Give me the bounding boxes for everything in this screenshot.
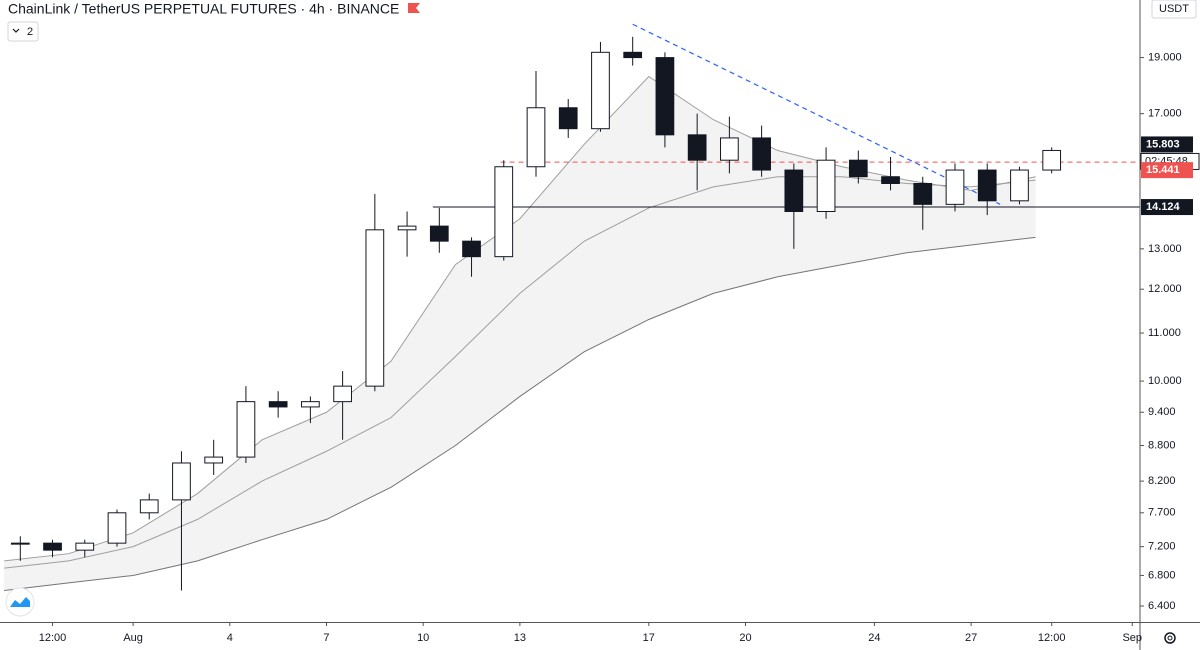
gear-center [1167, 635, 1173, 641]
y-tick-label: 7.200 [1148, 541, 1176, 553]
moving-average [4, 176, 1036, 569]
candle-body [816, 159, 836, 212]
candle-body [945, 169, 965, 205]
candle-body [43, 542, 62, 551]
y-tick-label: 8.200 [1148, 475, 1176, 487]
candle-body [1010, 169, 1029, 202]
candle-body [333, 385, 352, 403]
level-box [1141, 162, 1193, 179]
y-tick-label: 11.000 [1148, 327, 1181, 339]
x-tick-label: 10 [417, 632, 429, 644]
indicators-box[interactable] [7, 21, 39, 42]
plot-area [4, 23, 1140, 591]
level-label: 14.124 [1146, 201, 1181, 213]
currency-box[interactable] [1151, 0, 1197, 19]
candle-body [107, 512, 127, 544]
candle-body [1042, 149, 1062, 171]
y-tick-label: 17.000 [1148, 108, 1182, 120]
currency-button[interactable]: USDT [1151, 0, 1197, 19]
x-tick-label: 27 [965, 632, 977, 644]
candle-body [913, 182, 933, 205]
candle-body [494, 166, 514, 258]
flag-icon[interactable] [408, 3, 420, 13]
currency-label: USDT [1159, 3, 1189, 15]
candle-body [784, 169, 804, 212]
candle-body [301, 401, 320, 408]
candle-body [655, 57, 675, 136]
candle-body [204, 456, 224, 464]
candle-body [558, 107, 578, 130]
candle-body [881, 176, 900, 184]
candle-body [462, 240, 481, 258]
candle-body [268, 401, 288, 408]
tradingview-logo[interactable] [5, 587, 35, 617]
logo-circle[interactable] [5, 587, 35, 617]
last-price-box [1141, 136, 1193, 153]
x-tick-label: Aug [123, 632, 143, 644]
candle-body [75, 542, 95, 551]
chevron-icon [12, 28, 20, 33]
x-tick-label: 12:00 [1038, 632, 1066, 644]
x-tick-label: 20 [739, 632, 751, 644]
x-tick-label: 4 [227, 632, 233, 644]
y-tick-label: 7.700 [1148, 507, 1176, 519]
moving-average [4, 236, 1036, 591]
candle-body [848, 159, 868, 178]
candle-body [429, 225, 449, 242]
candle-body [720, 137, 739, 161]
indicators-toggle[interactable]: 2 [7, 21, 39, 42]
x-tick-label: 7 [323, 632, 329, 644]
level-box [1141, 199, 1193, 216]
candle-body [591, 51, 610, 130]
candle-body [139, 499, 159, 514]
candle-body [397, 225, 417, 231]
candle-body [10, 542, 30, 545]
y-tick-label: 19.000 [1148, 51, 1182, 63]
candle-body [623, 51, 643, 59]
y-tick-label: 12.000 [1148, 283, 1182, 295]
x-tick-label: Sep [1122, 632, 1142, 644]
indicators-count: 2 [27, 26, 33, 38]
y-tick-label: 8.800 [1148, 439, 1176, 451]
x-tick-label: 13 [514, 632, 526, 644]
y-tick-label: 6.800 [1148, 569, 1176, 581]
x-tick-label: 17 [643, 632, 655, 644]
x-tick-label: 24 [868, 632, 880, 644]
candle-body [365, 229, 385, 387]
last-price-label: 15.803 [1146, 138, 1180, 150]
x-tick-label: 12:00 [39, 632, 67, 644]
y-tick-label: 13.000 [1148, 243, 1182, 255]
gear-icon[interactable] [1164, 632, 1176, 644]
level-label: 15.441 [1146, 164, 1180, 176]
candle-body [752, 137, 771, 171]
y-tick-label: 9.400 [1148, 406, 1176, 418]
candle-body [687, 134, 707, 161]
y-tick-label: 6.400 [1148, 600, 1176, 612]
candle-body [236, 401, 256, 458]
y-tick-label: 10.000 [1148, 375, 1182, 387]
logo-mark [10, 597, 30, 607]
settings-button[interactable] [1164, 632, 1176, 644]
chart-title[interactable]: ChainLink / TetherUS PERPETUAL FUTURES ·… [8, 1, 399, 17]
candle-body [977, 169, 997, 202]
ma-band [4, 76, 1036, 591]
candle-body [526, 107, 546, 168]
candle-body [172, 462, 191, 501]
